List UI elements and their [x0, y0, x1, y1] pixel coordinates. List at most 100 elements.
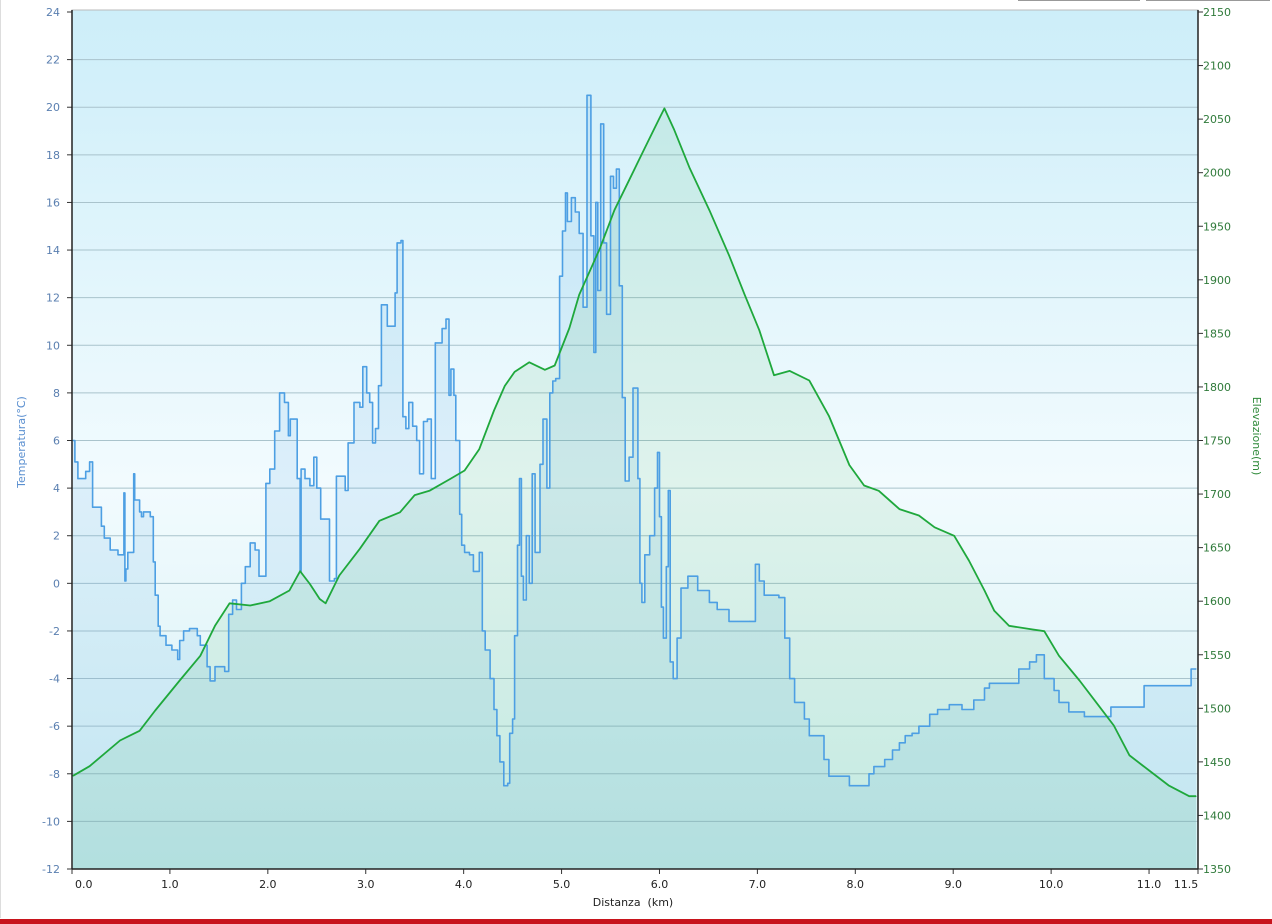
temperatura-point — [628, 456, 630, 458]
right-tick-label: 1850 — [1203, 327, 1231, 340]
elevazione-point — [789, 370, 791, 372]
temperatura-point — [159, 635, 161, 637]
temperatura-point — [464, 551, 466, 554]
elevazione-point — [378, 520, 380, 522]
elevazione-point — [428, 490, 430, 492]
temperatura-point — [347, 442, 349, 444]
elevazione-point — [728, 254, 730, 256]
elevazione-point — [89, 765, 91, 767]
temperatura-point — [362, 366, 364, 368]
right-tick-label: 1350 — [1203, 863, 1231, 876]
elevazione-point — [863, 484, 865, 487]
right-tick-label: 1450 — [1203, 756, 1231, 769]
elevazione-point — [269, 600, 271, 602]
temperatura-point — [961, 708, 963, 711]
right-tick-label: 1800 — [1203, 381, 1231, 394]
temperatura-point — [884, 758, 886, 761]
temperatura-point — [522, 599, 525, 601]
temperatura-point — [142, 511, 145, 513]
elevazione-point — [309, 583, 311, 585]
temperatura-point — [85, 470, 87, 472]
elevazione-point — [578, 294, 580, 296]
temperatura-point — [366, 392, 368, 394]
temperatura-point — [918, 725, 920, 727]
temperatura-point — [292, 418, 294, 420]
temperatura-point — [564, 192, 567, 194]
temperatura-point — [213, 680, 215, 682]
temperatura-point — [600, 123, 602, 125]
temperatura-point — [224, 670, 226, 673]
left-tick-label: 22 — [46, 54, 60, 67]
temperatura-point — [676, 637, 678, 639]
temperatura-point — [507, 782, 509, 784]
temperatura-point — [430, 478, 432, 480]
temperatura-point — [489, 678, 491, 680]
elevazione-point — [1008, 625, 1010, 627]
temperatura-point — [595, 201, 597, 203]
temperatura-point — [127, 551, 129, 554]
temperatura-point — [578, 232, 580, 234]
temperatura-point — [89, 461, 91, 463]
temperatura-point — [279, 392, 281, 394]
left-tick-label: 24 — [46, 6, 60, 19]
temperatura-point — [1053, 689, 1055, 692]
temperatura-point — [377, 385, 380, 387]
left-tick-label: 14 — [46, 244, 60, 257]
elevazione-area — [73, 108, 1196, 869]
elevazione-point — [464, 469, 466, 472]
elevazione-point — [449, 478, 451, 480]
temperatura-point — [794, 701, 796, 704]
right-tick-label: 2000 — [1203, 167, 1231, 180]
elevazione-point — [119, 739, 121, 742]
temperatura-point — [546, 487, 548, 489]
temperatura-point — [74, 461, 76, 463]
x-tick-label: 6.0 — [651, 878, 669, 891]
left-tick-label: 18 — [46, 149, 60, 162]
temperatura-point — [240, 582, 242, 584]
temperatura-point — [481, 630, 483, 632]
right-tick-label: 1650 — [1203, 542, 1231, 555]
temperatura-point — [612, 187, 615, 189]
temperatura-point — [518, 478, 521, 480]
temperatura-point — [665, 566, 667, 568]
temperatura-point — [1035, 654, 1037, 656]
temperatura-point — [434, 342, 436, 344]
temperatura-point — [525, 535, 527, 537]
temperatura-point — [422, 420, 425, 423]
temperatura-point — [419, 473, 421, 475]
temperatura-point — [687, 575, 689, 577]
left-tick-label: 16 — [46, 196, 60, 209]
elevazione-point — [848, 464, 851, 466]
x-tick-label: 1.0 — [161, 878, 179, 891]
temperatura-point — [199, 644, 201, 646]
temperatura-point — [1013, 682, 1015, 684]
temperatura-point — [514, 635, 516, 637]
temperatura-point — [749, 620, 751, 623]
temperatura-point — [988, 682, 991, 684]
elevazione-point — [628, 179, 630, 181]
temperatura-point — [660, 606, 663, 608]
gridlines — [72, 59, 1198, 822]
left-axis-label: Temperatura(°C) — [15, 396, 28, 489]
temperatura-point — [789, 678, 791, 680]
elevazione-point — [1098, 705, 1100, 707]
temperatura-point — [100, 525, 102, 527]
temperatura-point — [117, 554, 119, 556]
temperatura-point — [559, 275, 561, 277]
temperatura-point — [590, 235, 592, 237]
bottom-border — [0, 919, 1272, 924]
temperatura-point — [621, 397, 623, 399]
temperatura-point — [667, 489, 669, 492]
temperatura-point — [716, 608, 718, 611]
temperatura-point — [369, 401, 371, 403]
x-tick-label: 8.0 — [847, 878, 865, 891]
temperatura-point — [973, 699, 975, 701]
temperatura-point — [637, 478, 639, 480]
temperatura-point — [534, 551, 536, 554]
temperatura-point — [313, 456, 315, 458]
elevazione-point — [325, 602, 327, 604]
temperatura-point — [394, 292, 396, 294]
temperatura-point — [179, 639, 181, 642]
elevazione-point — [359, 548, 361, 550]
elevazione-point — [154, 709, 156, 712]
